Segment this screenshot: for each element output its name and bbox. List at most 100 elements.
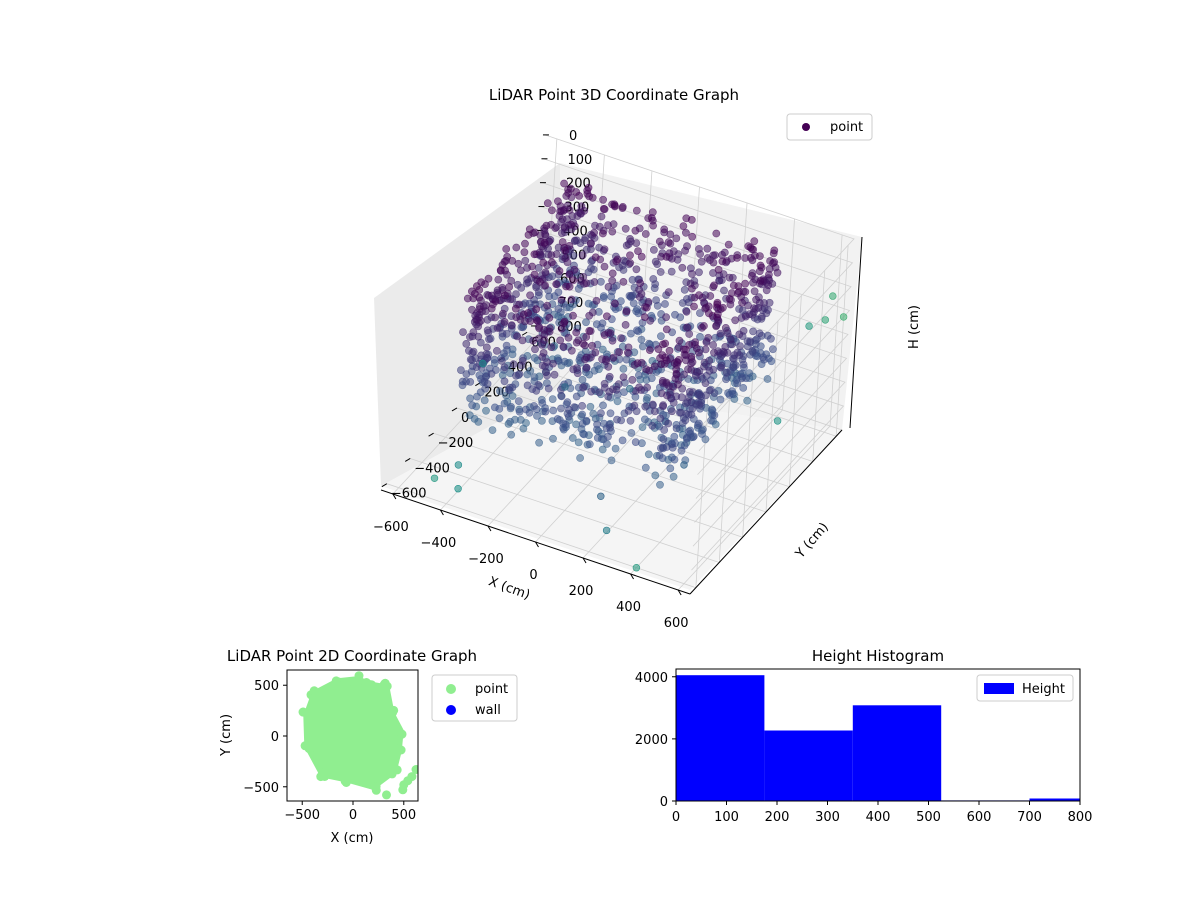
scatter-2d-point — [309, 686, 319, 696]
plot-histogram: Height Histogram 0 100 200 300 400 500 600 700 8… — [635, 647, 1093, 825]
cloud-point-3d — [716, 329, 725, 338]
cloud-point-3d — [536, 277, 544, 286]
cloud-point-3d — [645, 339, 653, 348]
cloud-point-3d — [695, 348, 703, 357]
cloud-point-3d — [662, 313, 670, 322]
cloud-point-3d — [621, 320, 630, 329]
cloud-point-3d — [688, 284, 696, 293]
cloud-point-3d — [682, 399, 690, 408]
x-tick-mark — [535, 541, 539, 548]
outlier-point-3d — [632, 563, 641, 572]
cloud-point-3d — [592, 296, 601, 305]
outlier-points-3d — [430, 292, 848, 572]
histogram-legend-frame — [976, 674, 1074, 702]
cloud-point-3d — [628, 375, 637, 384]
cloud-point-3d — [769, 259, 777, 267]
cloud-point-3d — [650, 362, 659, 371]
x-tick-label: −600 — [373, 520, 409, 535]
cloud-point-3d — [618, 202, 627, 211]
legend-2d-marker-point — [446, 684, 456, 694]
cloud-point-3d — [641, 463, 650, 472]
cloud-point-3d — [547, 251, 556, 260]
y-tick-mark — [381, 483, 388, 488]
cloud-point-3d — [661, 300, 669, 308]
cloud-point-3d — [640, 313, 649, 321]
legend-3d: point — [786, 113, 873, 141]
cloud-point-3d — [725, 273, 734, 282]
y-axis-label: Y (cm) — [792, 520, 832, 562]
cloud-point-3d — [637, 386, 645, 394]
cloud-point-3d — [696, 332, 704, 341]
histogram-x-tick-label: 200 — [765, 810, 790, 825]
cloud-point-3d — [612, 257, 621, 266]
legend-2d-label-wall: wall — [475, 703, 501, 718]
cloud-point-3d — [720, 248, 729, 257]
cloud-point-3d — [529, 336, 537, 345]
cloud-point-3d — [756, 261, 765, 270]
cloud-point-3d — [702, 391, 710, 400]
cloud-point-3d — [545, 313, 554, 322]
cloud-point-3d — [501, 291, 509, 300]
cloud-point-3d — [553, 415, 562, 423]
cloud-point-3d — [626, 259, 635, 267]
cloud-point-3d — [733, 379, 742, 388]
cloud-point-3d — [473, 392, 481, 401]
cloud-point-3d — [701, 345, 710, 354]
cloud-point-3d — [750, 237, 759, 246]
cloud-point-3d — [765, 270, 773, 279]
cloud-point-3d — [538, 416, 546, 425]
cloud-point-3d — [569, 311, 577, 320]
cloud-point-3d — [608, 336, 617, 345]
cloud-point-3d — [500, 399, 509, 408]
cloud-point-3d — [507, 430, 516, 439]
scatter-2d-point — [389, 705, 399, 715]
cloud-point-3d — [543, 301, 552, 310]
cloud-point-3d — [462, 339, 471, 348]
cloud-point-3d — [652, 296, 660, 304]
cloud-point-3d — [474, 417, 483, 426]
cloud-point-3d — [733, 348, 742, 357]
cloud-point-3d — [663, 391, 671, 400]
y-tick-label: −200 — [438, 436, 474, 451]
scatter-2d-point — [398, 785, 408, 795]
cloud-point-3d — [635, 371, 643, 380]
cloud-point-3d — [687, 365, 696, 374]
cloud-point-3d — [618, 436, 627, 445]
cloud-point-3d — [636, 279, 645, 287]
cloud-point-3d — [605, 387, 614, 396]
cloud-point-3d — [528, 262, 536, 271]
cloud-point-3d — [518, 356, 527, 365]
cloud-point-3d — [665, 346, 674, 355]
cloud-point-3d — [603, 312, 611, 321]
cloud-point-3d — [612, 385, 621, 394]
cloud-point-3d — [513, 332, 522, 341]
cloud-point-3d — [590, 366, 599, 375]
cloud-point-3d — [685, 330, 694, 338]
y-tick-mark — [451, 407, 458, 412]
histogram-y-tick-label: 4000 — [635, 671, 668, 686]
cloud-point-3d — [679, 222, 688, 230]
cloud-point-3d — [651, 471, 660, 480]
scatter-2d-point — [367, 680, 376, 690]
cloud-point-3d — [717, 363, 725, 372]
cloud-point-3d — [462, 370, 471, 378]
histogram-bars — [676, 675, 1080, 801]
cloud-point-3d — [648, 421, 657, 430]
cloud-point-3d — [582, 363, 591, 372]
cloud-point-3d — [600, 245, 609, 254]
cloud-point-3d — [560, 317, 569, 326]
scatter-2d-point — [340, 776, 350, 786]
cloud-point-3d — [591, 253, 600, 262]
cloud-point-3d — [722, 368, 731, 377]
cloud-point-3d — [660, 426, 669, 434]
cloud-point-3d — [590, 228, 598, 237]
cloud-point-3d — [571, 237, 579, 245]
cloud-point-3d — [557, 207, 566, 215]
cloud-point-3d — [532, 316, 541, 324]
cloud-point-3d — [542, 221, 551, 230]
cloud-point-3d — [722, 375, 730, 384]
cloud-point-3d — [547, 343, 556, 351]
cloud-point-3d — [587, 264, 595, 273]
z-axis-label: H (cm) — [907, 305, 922, 349]
cloud-point-3d — [498, 329, 507, 338]
